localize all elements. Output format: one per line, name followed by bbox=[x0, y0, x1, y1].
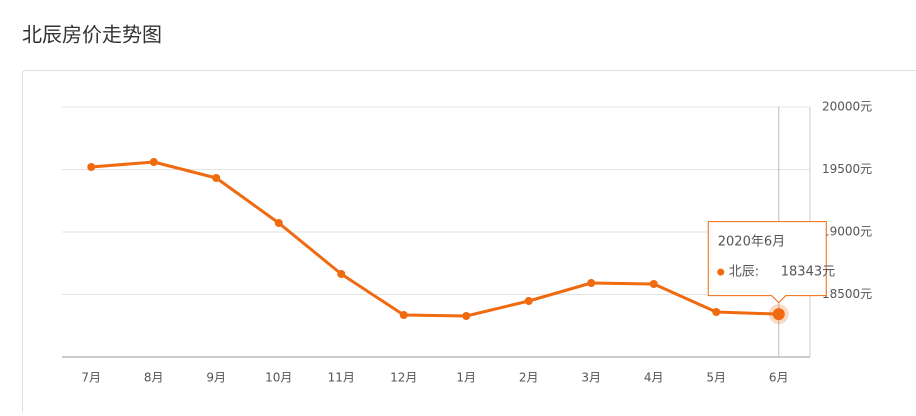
point bbox=[712, 308, 720, 316]
x-tick-label: 9月 bbox=[206, 371, 226, 385]
x-tick-label: 8月 bbox=[144, 371, 164, 385]
point bbox=[650, 280, 658, 288]
y-tick-label: 18500元 bbox=[822, 287, 872, 301]
y-tick-label: 19500元 bbox=[822, 162, 872, 176]
chart-title: 北辰房价走势图 bbox=[22, 23, 162, 47]
x-tick-label: 10月 bbox=[265, 371, 292, 385]
x-tick-label: 5月 bbox=[706, 371, 726, 385]
point bbox=[525, 297, 533, 305]
tooltip-label: 北辰: bbox=[729, 265, 759, 280]
x-tick-label: 3月 bbox=[581, 371, 601, 385]
x-tick-label: 11月 bbox=[328, 371, 355, 385]
tooltip-value: 18343元 bbox=[781, 265, 835, 280]
x-tick-label: 12月 bbox=[390, 371, 417, 385]
x-tick-label: 7月 bbox=[81, 371, 101, 385]
point bbox=[462, 312, 470, 320]
point bbox=[212, 174, 220, 182]
point bbox=[150, 158, 158, 166]
y-tick-label: 19000元 bbox=[822, 225, 872, 239]
tooltip-dot bbox=[717, 269, 724, 276]
point bbox=[587, 279, 595, 287]
point bbox=[400, 311, 408, 319]
x-tick-label: 1月 bbox=[456, 371, 476, 385]
x-tick-label: 4月 bbox=[644, 371, 664, 385]
point bbox=[87, 163, 95, 171]
point bbox=[337, 270, 345, 278]
point bbox=[773, 308, 785, 320]
point bbox=[275, 219, 283, 227]
x-tick-label: 6月 bbox=[769, 371, 789, 385]
x-tick-label: 2月 bbox=[519, 371, 539, 385]
y-tick-label: 20000元 bbox=[822, 100, 872, 114]
tooltip-title: 2020年6月 bbox=[718, 235, 785, 250]
